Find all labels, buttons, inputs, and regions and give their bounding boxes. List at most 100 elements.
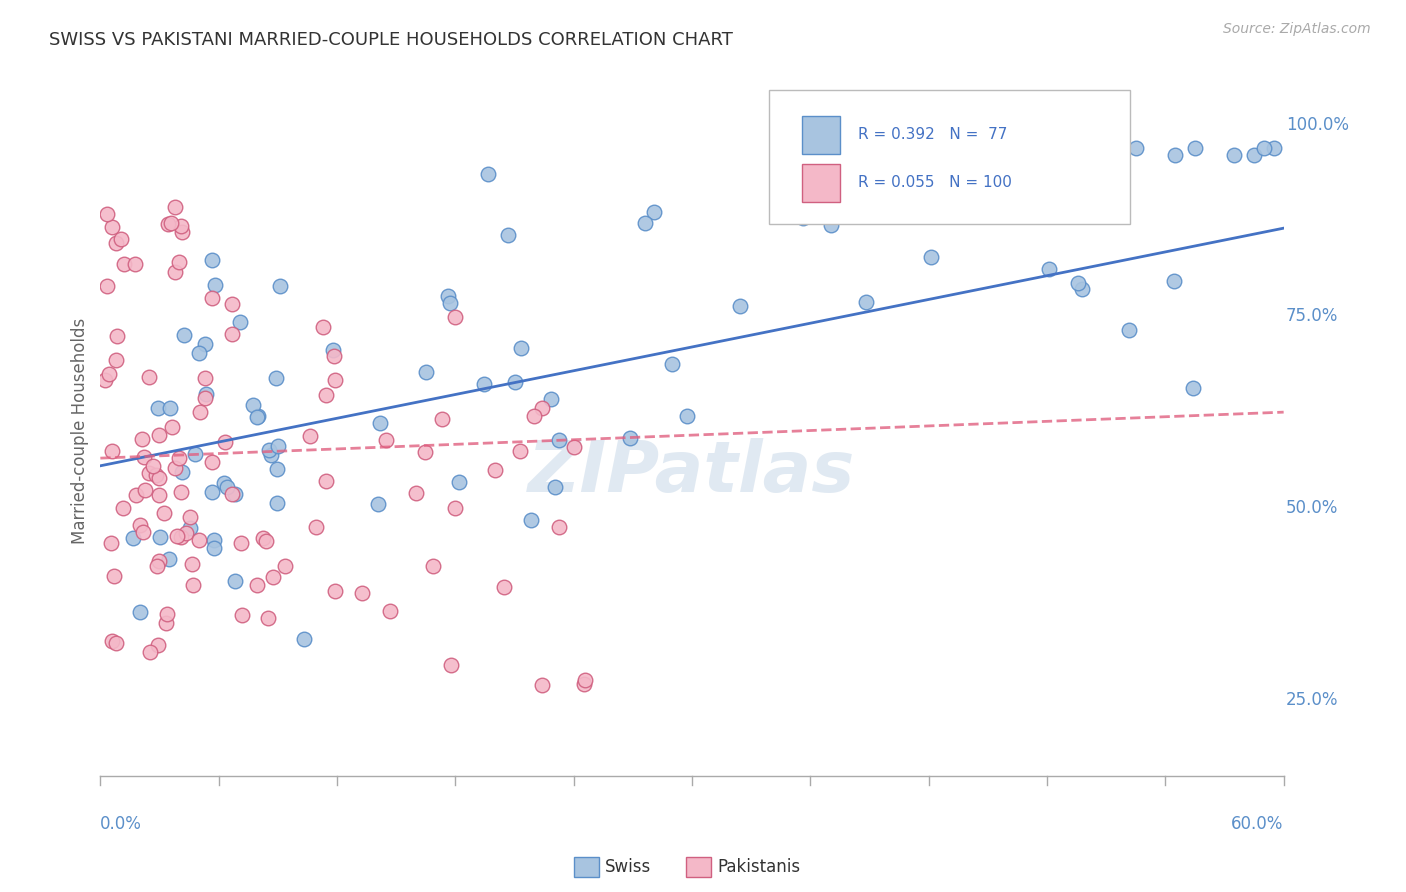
Point bbox=[1070, 282, 1092, 296]
Point bbox=[368, 416, 391, 430]
Point bbox=[101, 219, 124, 234]
Point bbox=[509, 444, 531, 458]
Point bbox=[1181, 381, 1204, 395]
Point bbox=[181, 578, 204, 592]
Text: R = 0.055   N = 100: R = 0.055 N = 100 bbox=[858, 176, 1011, 191]
Point bbox=[260, 448, 283, 462]
Point bbox=[676, 409, 699, 424]
Point bbox=[1125, 141, 1147, 155]
Point bbox=[97, 367, 120, 381]
Point bbox=[633, 216, 655, 230]
Point bbox=[200, 291, 222, 305]
Point bbox=[194, 371, 217, 385]
Text: 0.0%: 0.0% bbox=[100, 814, 142, 832]
Point bbox=[619, 431, 641, 445]
Point bbox=[166, 529, 188, 543]
Point bbox=[375, 433, 398, 447]
Point bbox=[145, 559, 167, 574]
Point bbox=[266, 462, 288, 476]
Point bbox=[728, 299, 751, 313]
Point bbox=[1038, 262, 1060, 277]
Point bbox=[444, 310, 467, 324]
Point bbox=[447, 475, 470, 490]
Point bbox=[170, 225, 193, 239]
Point bbox=[262, 569, 284, 583]
Point bbox=[221, 327, 243, 342]
Point bbox=[101, 444, 124, 458]
Point bbox=[246, 410, 269, 425]
Point bbox=[187, 533, 209, 547]
Point bbox=[439, 296, 461, 310]
Point bbox=[367, 497, 389, 511]
Point bbox=[148, 488, 170, 502]
Point bbox=[543, 480, 565, 494]
Point bbox=[149, 530, 172, 544]
Point bbox=[214, 475, 236, 490]
Point bbox=[415, 366, 437, 380]
Point bbox=[246, 409, 269, 424]
Bar bbox=[801, 164, 839, 202]
Point bbox=[125, 488, 148, 502]
Point bbox=[148, 471, 170, 485]
Point bbox=[437, 289, 460, 303]
Point bbox=[174, 525, 197, 540]
Point bbox=[257, 611, 280, 625]
Point bbox=[134, 483, 156, 498]
Point bbox=[122, 531, 145, 545]
Point bbox=[105, 235, 128, 250]
Text: 60.0%: 60.0% bbox=[1232, 814, 1284, 832]
Point bbox=[323, 349, 346, 363]
Point bbox=[422, 558, 444, 573]
Text: 25.0%: 25.0% bbox=[1286, 690, 1339, 708]
Point bbox=[201, 485, 224, 500]
Point bbox=[855, 294, 877, 309]
Point bbox=[643, 204, 665, 219]
Point bbox=[179, 509, 201, 524]
Point bbox=[228, 315, 250, 329]
Point bbox=[530, 401, 553, 416]
Text: 75.0%: 75.0% bbox=[1286, 308, 1339, 326]
Point bbox=[820, 219, 842, 233]
Point bbox=[492, 580, 515, 594]
Text: R = 0.392   N =  77: R = 0.392 N = 77 bbox=[858, 128, 1007, 142]
Point bbox=[112, 257, 135, 271]
Point bbox=[132, 525, 155, 540]
Point bbox=[202, 541, 225, 555]
Point bbox=[138, 370, 160, 384]
Point bbox=[153, 506, 176, 520]
Point bbox=[472, 377, 495, 392]
Point bbox=[221, 486, 243, 500]
Point bbox=[202, 533, 225, 547]
Text: Swiss: Swiss bbox=[605, 858, 651, 876]
Point bbox=[245, 578, 267, 592]
Point bbox=[104, 635, 127, 649]
Text: Pakistanis: Pakistanis bbox=[717, 858, 800, 876]
Point bbox=[432, 412, 454, 426]
Point bbox=[299, 428, 322, 442]
Text: SWISS VS PAKISTANI MARRIED-COUPLE HOUSEHOLDS CORRELATION CHART: SWISS VS PAKISTANI MARRIED-COUPLE HOUSEH… bbox=[49, 31, 733, 49]
Point bbox=[201, 252, 224, 267]
Point bbox=[170, 219, 193, 233]
Point bbox=[350, 586, 373, 600]
Point bbox=[165, 265, 187, 279]
Point bbox=[112, 501, 135, 516]
Point bbox=[146, 638, 169, 652]
Point bbox=[254, 533, 277, 548]
Text: 50.0%: 50.0% bbox=[1286, 499, 1339, 517]
Point bbox=[214, 435, 236, 450]
Point bbox=[194, 337, 217, 351]
Text: ZIPatlas: ZIPatlas bbox=[529, 438, 856, 508]
Point bbox=[440, 658, 463, 673]
FancyBboxPatch shape bbox=[769, 90, 1130, 224]
Point bbox=[181, 558, 204, 572]
Point bbox=[1063, 181, 1085, 195]
Point bbox=[792, 211, 814, 226]
Point bbox=[1118, 323, 1140, 337]
Point bbox=[242, 398, 264, 412]
Point bbox=[104, 352, 127, 367]
Point bbox=[165, 460, 187, 475]
Point bbox=[142, 459, 165, 474]
Point bbox=[103, 569, 125, 583]
Point bbox=[169, 451, 191, 466]
Point bbox=[572, 677, 595, 691]
